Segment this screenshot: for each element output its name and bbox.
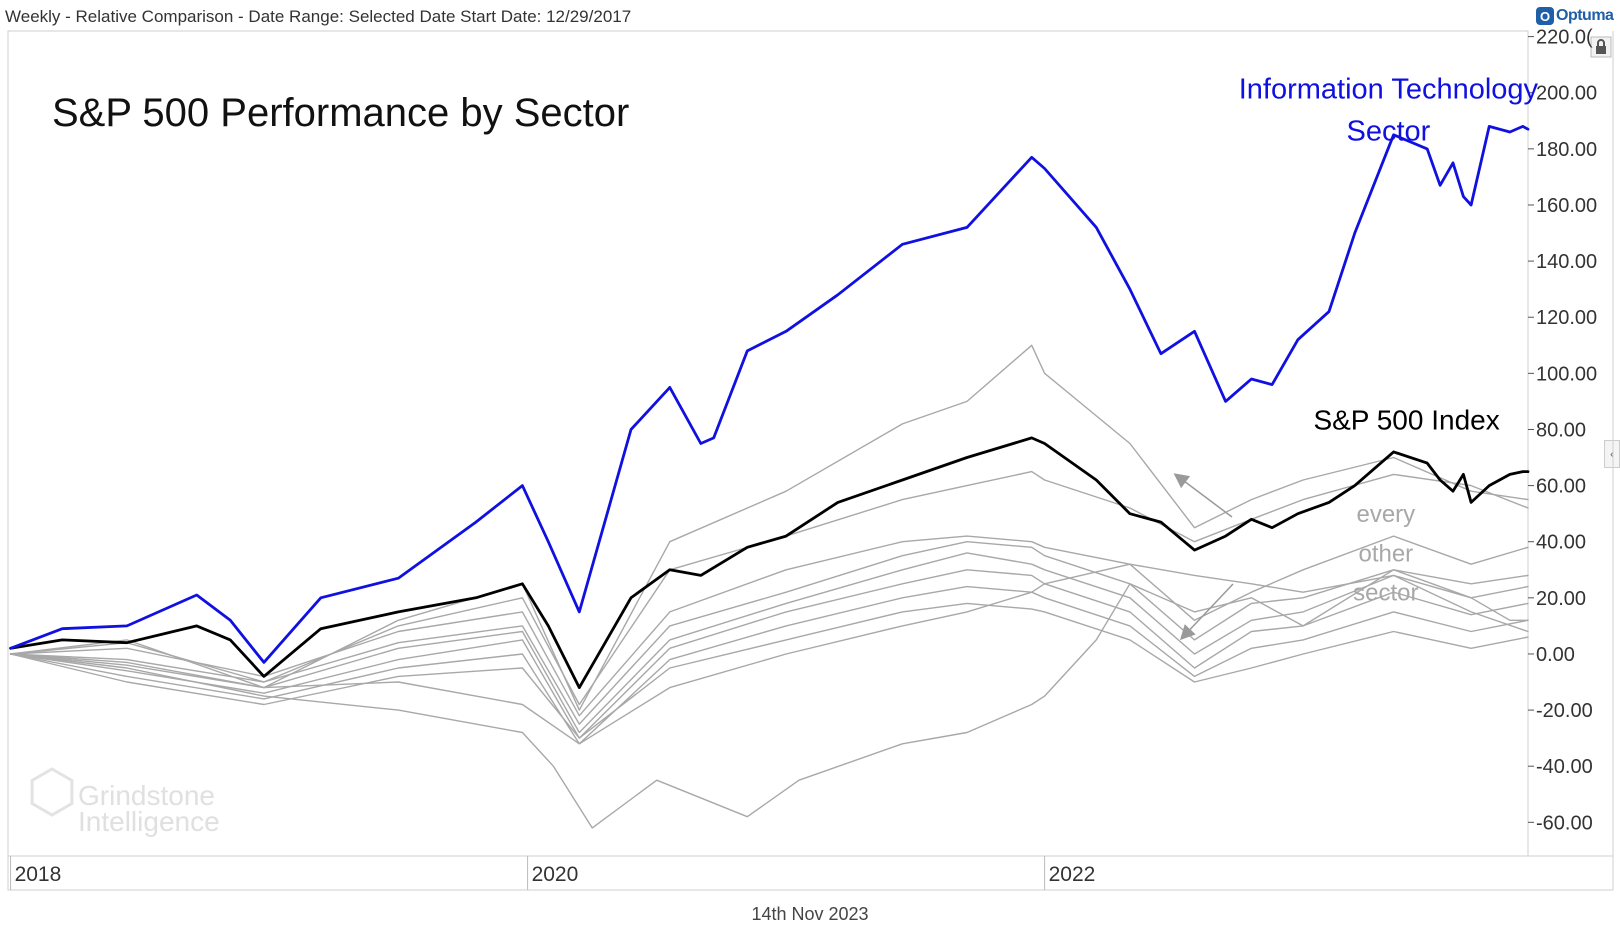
y-tick-label: 80.00 <box>1536 419 1586 441</box>
annotation-label: Information Technology <box>1239 73 1539 105</box>
lock-icon-graphic <box>1590 36 1612 58</box>
y-tick-label: 140.00 <box>1536 251 1597 273</box>
chart-title: S&P 500 Performance by Sector <box>52 91 629 135</box>
optuma-logo-icon: O <box>1536 7 1554 25</box>
annotations-layer: Information Technology Sector S&P 500 Inde… <box>1173 73 1539 641</box>
series-layer <box>9 125 1530 829</box>
y-tick-label: -60.00 <box>1536 812 1593 834</box>
y-tick-label: 180.00 <box>1536 139 1597 161</box>
optuma-logo: O Optuma <box>1536 3 1620 29</box>
x-axis: 2018 2020 2022 <box>10 856 1096 890</box>
annotation-label: sector <box>1353 580 1418 607</box>
chart-frame <box>7 30 1614 891</box>
series-line-other-7 <box>9 585 1529 745</box>
x-tick-label: 2020 <box>532 863 579 886</box>
optuma-brand-text: Optuma <box>1556 7 1614 24</box>
y-tick-label: 200.00 <box>1536 83 1597 105</box>
y-tick-label: 120.00 <box>1536 307 1597 329</box>
series-line-other-2 <box>9 470 1529 706</box>
series-line-other-10 <box>9 569 1529 829</box>
series-line-other-9 <box>9 563 1529 745</box>
y-tick-label: 220.0( <box>1536 27 1593 49</box>
y-tick-label: -40.00 <box>1536 756 1593 778</box>
watermark-line-2: Intelligence <box>78 806 220 837</box>
series-line-other-5 <box>9 552 1529 734</box>
y-tick-label: 0.00 <box>1536 644 1575 666</box>
annotation-label: Sector <box>1346 115 1430 147</box>
plot-area <box>7 30 1529 857</box>
annotation-label: every <box>1356 501 1415 528</box>
y-axis: -60.00 -40.00 -20.00 0.00 20.00 40.00 60.00 80.… <box>1528 27 1597 834</box>
y-tick-label: 40.00 <box>1536 532 1586 554</box>
watermark-hex-icon <box>30 767 74 817</box>
series-line-other-1 <box>9 344 1529 711</box>
lock-icon[interactable] <box>1590 36 1612 58</box>
arrow-to-sectors <box>1179 583 1234 641</box>
series-line-other-3 <box>9 535 1529 717</box>
series-line-other-6 <box>9 569 1529 739</box>
x-axis-band <box>7 855 1614 891</box>
annotation-label: other <box>1358 540 1413 567</box>
y-tick-label: 20.00 <box>1536 588 1586 610</box>
series-line-other-8 <box>9 602 1529 739</box>
annotation-label: S&P 500 Index <box>1313 404 1499 435</box>
series-line-other-4 <box>9 541 1529 725</box>
y-tick-label: 60.00 <box>1536 476 1586 498</box>
chart-header: Weekly - Relative Comparison - Date Rang… <box>5 7 632 26</box>
arrow-to-index <box>1173 473 1233 518</box>
watermark-line-1: Grindstone <box>78 780 215 811</box>
series-line-information-technology-sector <box>9 125 1530 664</box>
y-tick-label: 160.00 <box>1536 195 1597 217</box>
x-tick-label: 2022 <box>1049 863 1096 886</box>
series-line-s-p-500-index <box>9 436 1530 689</box>
footer-date: 14th Nov 2023 <box>751 904 869 924</box>
y-tick-label: -20.00 <box>1536 700 1593 722</box>
x-tick-label: 2018 <box>15 863 62 886</box>
y-tick-label: 100.00 <box>1536 363 1597 385</box>
